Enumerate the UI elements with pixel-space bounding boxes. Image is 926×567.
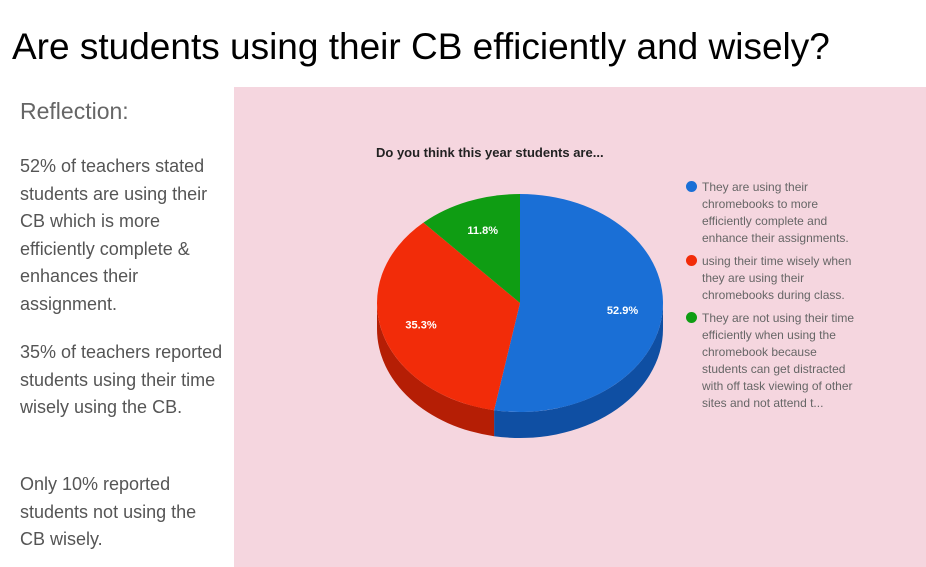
legend-dot-blue xyxy=(686,181,697,192)
slice-not-efficient xyxy=(423,194,520,303)
legend-item-wisely: using their time wisely when they are us… xyxy=(686,253,856,304)
legend-label-not-efficient: They are not using their time efficientl… xyxy=(702,311,855,410)
chart-panel: Do you think this year students are... 5… xyxy=(234,87,926,567)
reflection-paragraph-3: Only 10% reported students not using the… xyxy=(20,474,197,549)
slice-wisely-side xyxy=(377,303,495,437)
slice-efficient-side xyxy=(494,303,663,438)
slice-wisely xyxy=(377,222,520,411)
slice-efficient-label: 52.9% xyxy=(607,305,638,317)
legend-item-efficient: They are using their chromebooks to more… xyxy=(686,179,856,247)
legend-label-wisely: using their time wisely when they are us… xyxy=(702,254,852,302)
chart-title: Do you think this year students are... xyxy=(376,145,604,160)
legend-label-efficient: They are using their chromebooks to more… xyxy=(702,180,849,245)
reflection-paragraph-1: 52% of teachers stated students are usin… xyxy=(20,156,208,314)
pie-chart: 52.9% 35.3% 11.8% xyxy=(377,194,664,438)
reflection-paragraph-2: 35% of teachers reported students using … xyxy=(20,342,223,417)
slice-efficient xyxy=(494,194,664,412)
chart-legend: They are using their chromebooks to more… xyxy=(686,179,856,418)
legend-item-not-efficient: They are not using their time efficientl… xyxy=(686,310,856,412)
slide-title: Are students using their CB efficiently … xyxy=(12,26,830,67)
reflection-heading: Reflection: xyxy=(20,98,129,124)
slice-wisely-label: 35.3% xyxy=(405,320,436,332)
legend-dot-red xyxy=(686,255,697,266)
slice-not-efficient-label: 11.8% xyxy=(467,225,498,237)
legend-dot-green xyxy=(686,312,697,323)
